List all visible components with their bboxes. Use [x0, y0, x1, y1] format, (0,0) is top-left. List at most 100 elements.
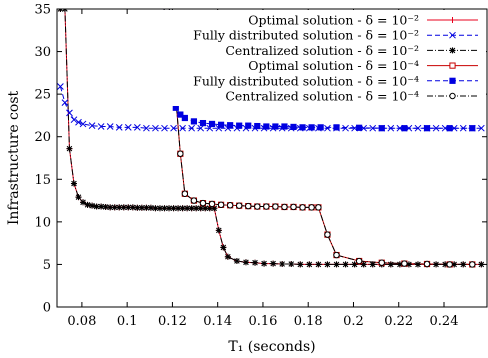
y-tick-label: 0 — [43, 301, 51, 316]
data-point — [199, 199, 207, 207]
data-point — [197, 205, 204, 212]
x-tick-label: 0.1 — [117, 314, 138, 329]
data-point — [369, 261, 376, 268]
legend-label: Centralized solution - δ = 10⁻⁴ — [225, 89, 419, 104]
data-point — [124, 123, 132, 131]
data-point — [107, 204, 114, 211]
data-point — [111, 204, 118, 211]
data-point — [98, 203, 105, 210]
data-point — [324, 124, 331, 132]
data-point — [161, 124, 168, 132]
data-point — [401, 260, 408, 267]
data-point — [281, 123, 288, 130]
data-point — [423, 125, 431, 132]
data-point — [333, 124, 340, 131]
data-point — [197, 124, 205, 132]
data-point — [460, 261, 467, 268]
data-point — [333, 261, 340, 268]
data-point — [120, 204, 127, 211]
data-point — [170, 205, 177, 212]
data-point — [254, 203, 261, 210]
data-point — [125, 204, 132, 211]
data-point — [306, 261, 313, 268]
data-point — [190, 197, 198, 204]
legend: Optimal solution - δ = 10⁻² Fully distrib… — [150, 10, 486, 106]
data-point — [387, 261, 394, 268]
data-point — [459, 124, 467, 132]
y-tick-label: 35 — [34, 3, 51, 18]
data-point — [89, 202, 96, 209]
x-tick-label: 0.24 — [430, 314, 459, 329]
data-point — [279, 261, 286, 268]
data-point — [469, 261, 476, 268]
data-point — [184, 205, 191, 212]
data-point — [299, 124, 306, 131]
data-point — [369, 124, 377, 132]
x-tick-label: 0.08 — [67, 314, 96, 329]
data-point — [143, 124, 150, 132]
data-point — [166, 205, 173, 212]
tick-layer: 0.08 0.1 0.12 0.14 0.16 0.18 0.2 0.22 0.24 0 5 10 15… — [34, 3, 487, 329]
x-tick-label: 0.12 — [158, 314, 187, 329]
data-point — [106, 123, 114, 130]
legend-marker — [449, 92, 456, 100]
x-tick-label: 0.2 — [343, 314, 364, 329]
series-line-6 — [166, 9, 473, 265]
data-point — [152, 124, 159, 132]
data-point — [177, 111, 184, 118]
data-point — [215, 227, 222, 234]
data-point — [272, 203, 279, 210]
data-point — [188, 124, 196, 132]
legend-label: Optimal solution - δ = 10⁻² — [248, 13, 419, 28]
data-point — [315, 261, 322, 268]
data-point — [115, 123, 123, 131]
data-point — [254, 122, 261, 130]
data-point — [414, 124, 422, 132]
data-point — [84, 201, 91, 208]
data-point — [263, 123, 270, 130]
legend-marker — [449, 17, 456, 23]
y-tick-label: 20 — [34, 130, 51, 145]
data-point — [272, 123, 279, 130]
data-point — [235, 202, 243, 209]
data-point — [433, 261, 440, 268]
data-point — [179, 205, 186, 212]
data-point — [423, 260, 431, 268]
y-axis-title: Infrastructure cost — [6, 90, 22, 225]
data-point — [208, 200, 216, 208]
data-point — [355, 257, 363, 265]
legend-marker — [449, 77, 456, 84]
data-point — [156, 205, 163, 212]
data-point — [356, 124, 363, 131]
data-point — [208, 120, 216, 128]
data-point — [315, 204, 322, 211]
data-point — [79, 120, 87, 128]
data-point — [217, 201, 225, 209]
legend-marker — [449, 62, 456, 69]
data-point — [161, 205, 168, 212]
data-point — [66, 109, 73, 117]
data-point — [102, 203, 109, 210]
data-point — [217, 121, 225, 128]
data-point — [188, 205, 195, 212]
data-point — [378, 259, 385, 266]
data-point — [317, 124, 324, 131]
data-point — [478, 261, 485, 268]
data-point — [252, 259, 259, 266]
data-point — [288, 261, 295, 268]
data-point — [138, 204, 145, 211]
legend-label: Optimal solution - δ = 10⁻⁴ — [248, 58, 419, 73]
y-tick-label: 30 — [34, 45, 51, 60]
data-point — [193, 205, 200, 212]
legend-marker — [449, 31, 456, 39]
data-point — [134, 204, 141, 211]
y-tick-label: 15 — [34, 173, 51, 188]
data-point — [414, 261, 421, 268]
data-point — [202, 205, 209, 212]
data-point — [93, 203, 100, 210]
legend-label: Fully distributed solution - δ = 10⁻⁴ — [193, 73, 419, 88]
x-axis-title: T₁ (seconds) — [228, 339, 315, 355]
plot-frame — [56, 8, 488, 308]
data-point — [80, 199, 87, 206]
